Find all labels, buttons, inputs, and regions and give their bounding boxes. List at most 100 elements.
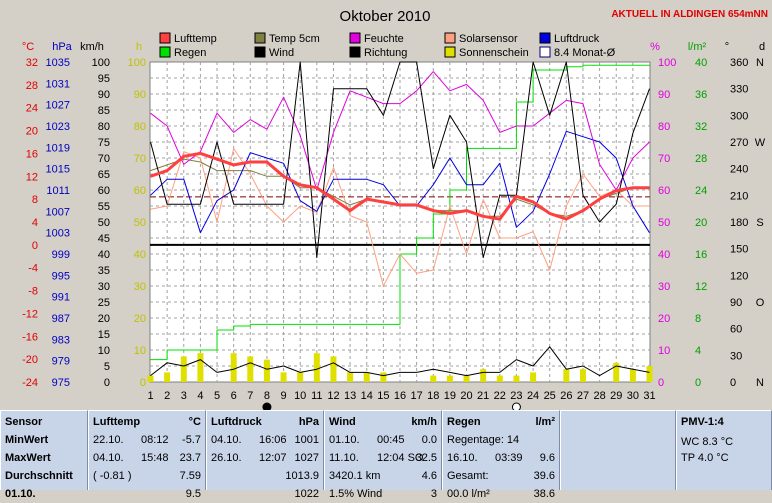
panel-cell-value: 1027 <box>294 452 319 464</box>
percent-axis-tick-label: 70 <box>658 153 670 165</box>
panel-wind: Wind km/h 01.10. 00:45 0.0 11.10. 12:04 SO 32.5… <box>324 410 442 500</box>
panel-row-label: 01.10. <box>5 488 36 500</box>
panel-row: Regentage: 14 <box>447 431 555 449</box>
percent-axis-tick-label: 20 <box>658 313 670 325</box>
full-moon-icon <box>262 402 272 410</box>
x-tick-label: 29 <box>610 390 622 402</box>
pressure-axis-tick-label: 999 <box>52 249 70 261</box>
panel-unit: hPa <box>298 416 319 428</box>
rain-axis-tick-label: 20 <box>695 217 707 229</box>
panel-luftdruck: Luftdruck hPa 04.10. 16:06 1001 26.10. 12:07 10… <box>206 410 324 500</box>
rain-axis-tick-label: 4 <box>695 345 701 357</box>
sunshine-bar <box>380 372 387 382</box>
x-tick-label: 27 <box>577 390 589 402</box>
rain-axis-tick-label: 32 <box>695 121 707 133</box>
x-tick-label: 7 <box>247 390 253 402</box>
sunshine-bar <box>280 372 287 382</box>
series-lines <box>150 61 650 377</box>
temp-axis-tick-label: -8 <box>28 286 38 298</box>
wind-axis-tick-label: 80 <box>98 121 110 133</box>
percent-axis-tick-label: 80 <box>658 121 670 133</box>
direction_deg-axis-tick-label: 30 <box>730 350 742 362</box>
temp-axis-tick-label: 28 <box>26 80 38 92</box>
wind-axis-tick-label: 15 <box>98 329 110 341</box>
sunshine-bar <box>513 375 520 382</box>
legend-swatch <box>159 46 171 58</box>
x-tick-label: 9 <box>281 390 287 402</box>
x-tick-label: 5 <box>214 390 220 402</box>
panel-cell-date: 22.10. <box>93 434 124 446</box>
pressure-axis-tick-label: 1003 <box>46 228 70 240</box>
sunshine-bar <box>363 372 370 382</box>
x-tick-label: 28 <box>593 390 605 402</box>
panel-cell-value: 4.6 <box>421 470 437 482</box>
x-tick-label: 13 <box>344 390 356 402</box>
panel-row: 16.10. 03:39 9.6 <box>447 449 555 467</box>
series-line-richtung <box>150 61 650 259</box>
panel-row-label: MinWert <box>5 434 49 446</box>
pressure-axis-tick-label: 1011 <box>46 185 70 197</box>
panel-cell-value: 1001 <box>294 434 319 446</box>
panel-cell-time: 12:04 SO <box>377 452 424 464</box>
panel-cell-value: 32.5 <box>415 452 437 464</box>
panel-cell-date: Gesamt: <box>447 470 489 482</box>
percent-axis-tick-label: 90 <box>658 89 670 101</box>
legend-swatch <box>539 46 551 58</box>
wind-axis-tick-label: 50 <box>98 217 110 229</box>
panel-unit: °C <box>188 416 201 428</box>
wind-axis-tick-label: 60 <box>98 185 110 197</box>
panel-row: ( -0.81 ) 7.59 <box>93 467 201 485</box>
panel-cell-value: 9.6 <box>539 452 555 464</box>
sunshine-bar <box>164 372 171 382</box>
temp-axis-tick-label: 8 <box>32 194 38 206</box>
series-line-feuchte <box>150 71 650 191</box>
wind-axis-tick-label: 65 <box>98 169 110 181</box>
direction-axis-unit: d <box>759 41 765 53</box>
wind-axis-tick-label: 70 <box>98 153 110 165</box>
percent-axis-tick-label: 100 <box>658 57 676 69</box>
direction-deg-axis-unit: ° <box>725 41 729 53</box>
panel-cell-value: 1022 <box>294 488 319 500</box>
series-line-wind <box>150 346 650 377</box>
direction_deg-axis-tick-label: 90 <box>730 297 742 309</box>
wind-axis-tick-label: 45 <box>98 233 110 245</box>
x-tick-label: 30 <box>627 390 639 402</box>
x-tick-label: 14 <box>361 390 373 402</box>
station-note: AKTUELL IN ALDINGEN 654mNN <box>611 9 768 20</box>
percent-axis-tick-label: 60 <box>658 185 670 197</box>
sunshine-bar <box>297 372 304 382</box>
direction_deg-axis-tick-label: 300 <box>730 110 748 122</box>
panel-header: Sensor <box>5 413 83 431</box>
panel-cell-value: 9.5 <box>185 488 201 500</box>
series-line-lufttemp <box>150 151 650 221</box>
legend-label: Feuchte <box>364 33 404 45</box>
panel-row: Gesamt: 39.6 <box>447 467 555 485</box>
sunshine-bar <box>313 353 320 382</box>
reference-lines <box>150 196 650 246</box>
series-line-solarsensor <box>150 147 650 287</box>
x-tick-label: 4 <box>197 390 203 402</box>
temp-axis-tick-label: 24 <box>26 103 38 115</box>
wind-axis-tick-label: 95 <box>98 73 110 85</box>
sunshine-bar <box>147 375 154 382</box>
axes: -24 -20 -16 -12 -8 -4 0 4 8 12 16 20 24 28 32 975 979 983… <box>22 57 766 389</box>
panel-cell-date: 04.10. <box>93 452 124 464</box>
panel-title: Luftdruck <box>211 416 262 428</box>
wind-axis-tick-label: 85 <box>98 105 110 117</box>
panel-cell-date: 00.0 l/m² <box>447 488 490 500</box>
x-tick-label: 19 <box>444 390 456 402</box>
panel-row: 04.10. 15:48 23.7 <box>93 449 201 467</box>
direction_deg-axis-tick-label: 180 <box>730 217 748 229</box>
wind-axis-tick-label: 5 <box>104 361 110 373</box>
legend-swatch <box>349 32 361 44</box>
rain-axis-tick-label: 12 <box>695 281 707 293</box>
legend: Lufttemp Temp 5cm Feuchte Solarsensor Luftdr… <box>159 32 616 59</box>
weather-chart: Oktober 2010 AKTUELL IN ALDINGEN 654mNN … <box>21 8 768 410</box>
sunshine-bar <box>613 362 620 382</box>
panel-row: 01.10. 00:45 0.0 <box>329 431 437 449</box>
percent-axis-unit: % <box>650 41 660 53</box>
x-tick-label: 8 <box>264 390 270 402</box>
direction-axis-tick-label: N <box>756 57 764 69</box>
temp-axis-tick-label: 32 <box>26 57 38 69</box>
panel-row: 04.10. 16:06 1001 <box>211 431 319 449</box>
